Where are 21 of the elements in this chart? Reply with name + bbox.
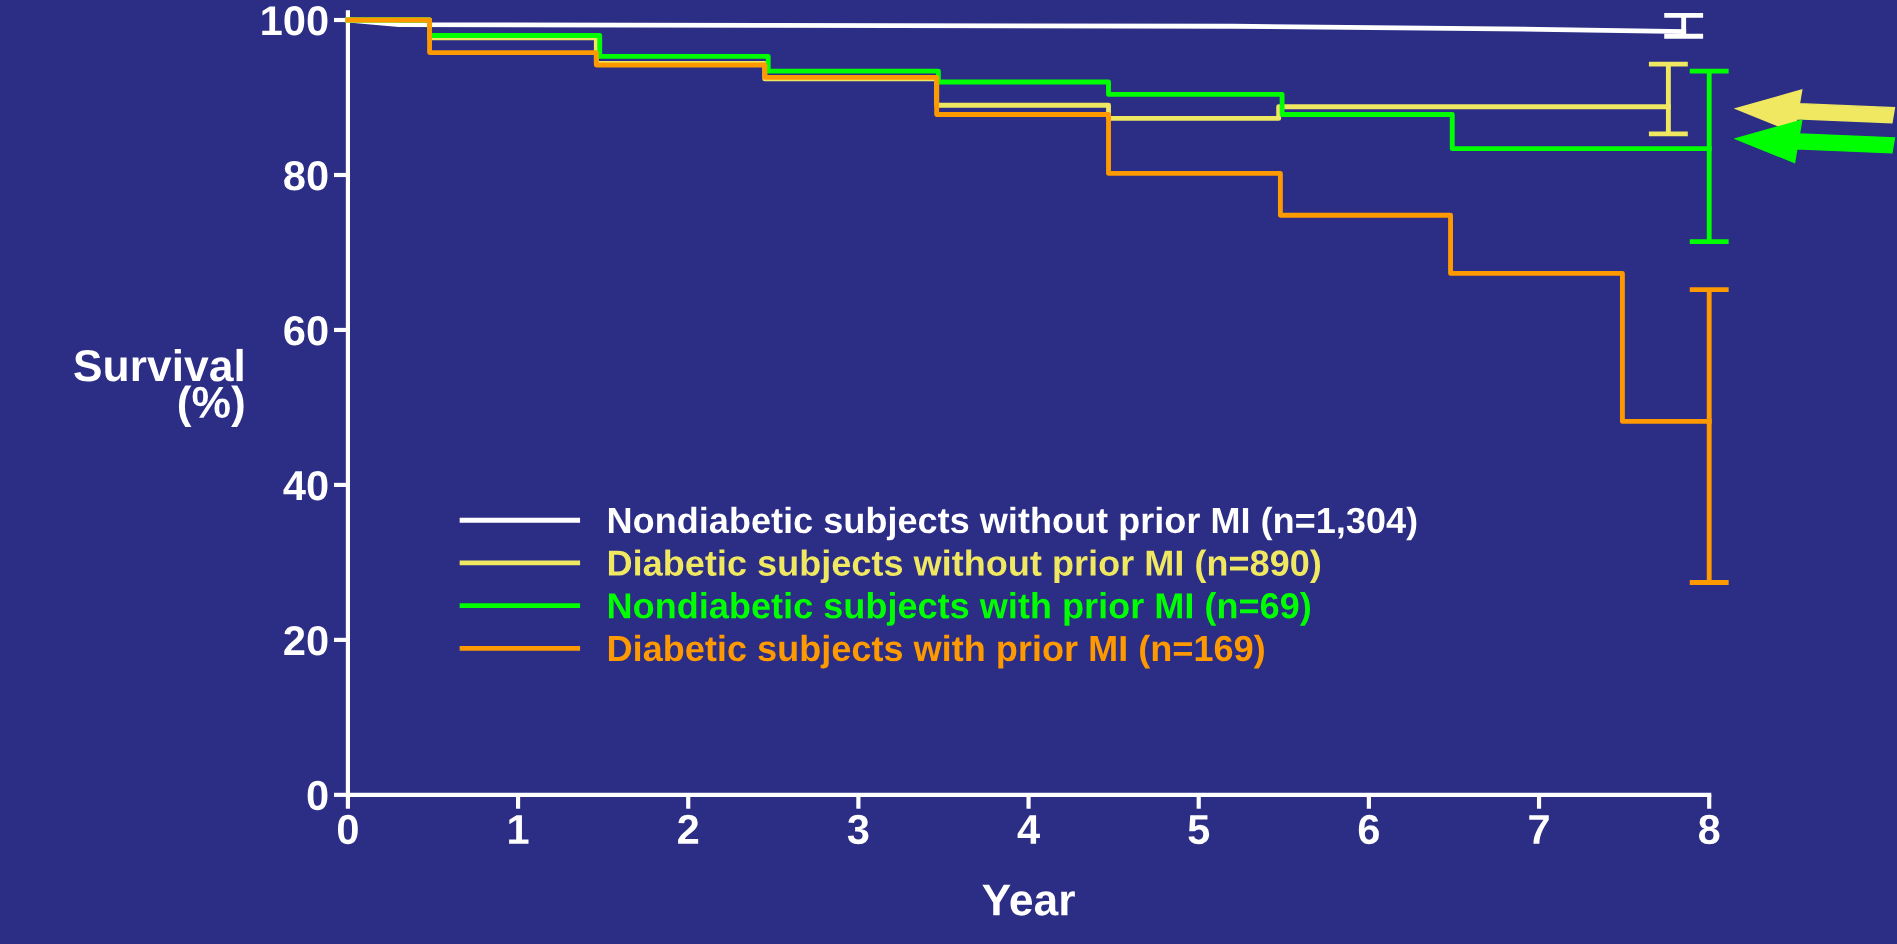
legend-label: Diabetic subjects with prior MI (n=169) [608, 634, 1264, 669]
x-tick-label: 5 [1188, 815, 1210, 845]
x-tick-label: 3 [847, 814, 869, 845]
legend-label: Nondiabetic subjects with prior MI (n=69) [608, 592, 1310, 626]
y-tick-label: 20 [284, 625, 328, 656]
y-tick-label: 40 [283, 470, 328, 501]
y-tick-label: 80 [284, 160, 328, 191]
legend-label: Diabetic subjects without prior MI (n=890) [608, 549, 1321, 584]
x-tick-label: 8 [1698, 814, 1720, 845]
y-axis-title: Survival (%) [74, 348, 244, 427]
x-tick-label: 7 [1529, 815, 1549, 844]
y-tick-label: 0 [307, 780, 328, 811]
x-axis-title: Year [982, 884, 1075, 916]
x-tick-label: 6 [1358, 814, 1379, 845]
x-tick-label: 2 [678, 814, 699, 844]
y-tick-label: 100 [262, 6, 328, 36]
x-tick-label: 1 [509, 815, 529, 844]
y-tick-label: 60 [284, 315, 328, 346]
x-tick-label: 0 [337, 814, 358, 845]
x-tick-label: 4 [1017, 815, 1040, 844]
legend-label: Nondiabetic subjects without prior MI (n=1,304) [608, 506, 1417, 541]
